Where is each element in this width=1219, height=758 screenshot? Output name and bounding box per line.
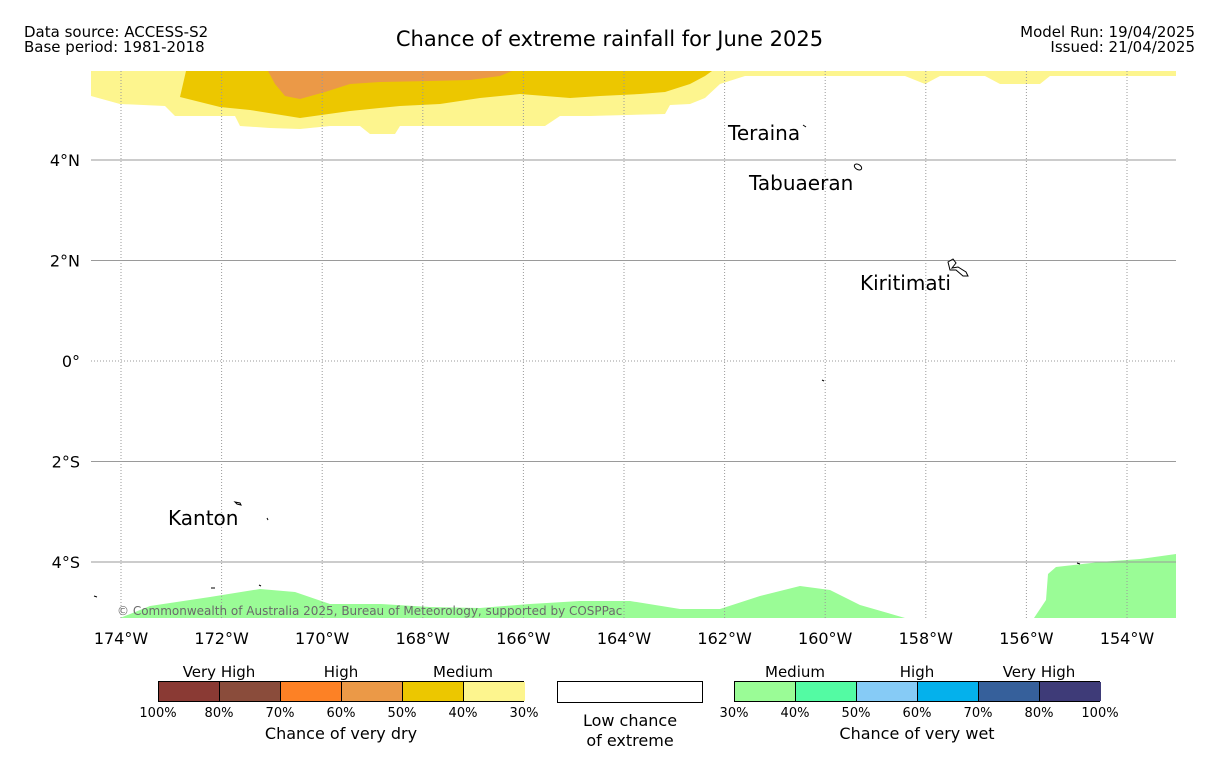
small-island-2 [821, 379, 825, 382]
wet-tick-label: 80% [1024, 706, 1054, 721]
longitude-label: 154°W [1100, 629, 1155, 648]
wet-tick-label: 50% [841, 706, 871, 721]
wet-swatch [735, 682, 796, 701]
latitude-label: 4°S [52, 553, 80, 572]
wet-colorbar-title: Chance of very wet [839, 724, 995, 743]
wet-level-high: High [899, 663, 935, 681]
dry-50-60-region [268, 71, 512, 99]
low-chance-line1: Low chance [582, 711, 678, 730]
wet-tick-label: 60% [902, 706, 932, 721]
low-chance-line2: of extreme [586, 731, 674, 750]
map-area [91, 71, 1176, 618]
issued-text: Issued: 21/04/2025 [1050, 38, 1195, 56]
low-chance-label: Low chance of extreme [557, 711, 703, 751]
wet-30-40-region-east [1034, 554, 1176, 618]
latitude-labels: 4°N 2°N 0° 2°S 4°S [50, 151, 80, 572]
wet-swatch [1040, 682, 1101, 701]
kiritimati-island [947, 258, 969, 277]
small-island-5 [93, 595, 98, 598]
longitude-label: 160°W [798, 629, 853, 648]
data-source-text: Data source: ACCESS-S2 [24, 23, 209, 41]
model-run-text: Model Run: 19/04/2025 [1020, 23, 1195, 41]
latitude-label: 4°N [50, 151, 80, 170]
label-tabuaeran: Tabuaeran [748, 171, 853, 195]
wet-level-very-high: Very High [1002, 663, 1076, 681]
dry-swatch [464, 682, 525, 701]
wet-tick-label: 100% [1081, 706, 1119, 721]
header-right: Model Run: 19/04/2025 Issued: 21/04/2025 [1020, 25, 1195, 55]
island-outlines [93, 124, 1081, 598]
low-chance-swatch [557, 681, 703, 703]
dry-level-high: High [323, 663, 359, 681]
latitude-label: 2°S [52, 453, 80, 472]
small-island-4 [258, 584, 262, 587]
wet-colorbar [734, 681, 1101, 702]
dry-level-medium: Medium [433, 663, 493, 681]
wet-tick-label: 40% [780, 706, 810, 721]
dry-tick-label: 70% [265, 706, 295, 721]
wet-30-40-region-south [120, 586, 905, 618]
teraina-island [802, 124, 807, 128]
dry-swatch [220, 682, 281, 701]
rainfall-map: Teraina Tabuaeran Kiritimati Kanton © Co… [50, 71, 1176, 648]
dry-colorbar [158, 681, 525, 702]
dry-swatch [342, 682, 403, 701]
dry-tick-label: 100% [139, 706, 177, 721]
longitude-label: 166°W [496, 629, 551, 648]
wet-swatch [857, 682, 918, 701]
map-title: Chance of extreme rainfall for June 2025 [395, 27, 824, 51]
label-kiritimati: Kiritimati [860, 271, 951, 295]
longitude-label: 156°W [999, 629, 1054, 648]
latitude-label: 2°N [50, 252, 80, 271]
dry-tick-label: 80% [204, 706, 234, 721]
longitude-label: 164°W [597, 629, 652, 648]
wet-swatch [918, 682, 979, 701]
wet-tick-label: 30% [719, 706, 749, 721]
label-kanton: Kanton [168, 506, 238, 530]
dry-swatch [281, 682, 342, 701]
dry-swatch [403, 682, 464, 701]
wet-tick-label: 70% [963, 706, 993, 721]
dry-swatch [159, 682, 220, 701]
dry-tick-label: 50% [387, 706, 417, 721]
small-island-6 [1076, 562, 1081, 565]
longitude-label: 174°W [94, 629, 149, 648]
longitude-label: 162°W [697, 629, 752, 648]
longitude-label: 172°W [194, 629, 249, 648]
wet-level-medium: Medium [765, 663, 825, 681]
header-left: Data source: ACCESS-S2 Base period: 1981… [24, 25, 208, 55]
wet-swatch [796, 682, 857, 701]
dry-colorbar-title: Chance of very dry [264, 724, 418, 743]
dry-tick-label: 60% [326, 706, 356, 721]
longitude-label: 168°W [396, 629, 451, 648]
base-period-text: Base period: 1981-2018 [24, 38, 205, 56]
grid-lines [91, 71, 1176, 618]
small-island-1 [266, 517, 269, 521]
kanton-island [233, 501, 242, 506]
wet-swatch [979, 682, 1040, 701]
longitude-label: 170°W [295, 629, 350, 648]
tabuaeran-island [853, 163, 863, 171]
longitude-labels: 174°W 172°W 170°W 168°W 166°W 164°W 162°W 160°W… [94, 629, 1155, 648]
copyright-text: © Commonwealth of Australia 2025, Bureau… [117, 604, 622, 618]
dry-tick-label: 30% [509, 706, 539, 721]
latitude-label: 0° [62, 352, 80, 371]
longitude-label: 158°W [899, 629, 954, 648]
dry-level-very-high: Very High [182, 663, 256, 681]
label-teraina: Teraina [727, 121, 800, 145]
dry-tick-label: 40% [448, 706, 478, 721]
